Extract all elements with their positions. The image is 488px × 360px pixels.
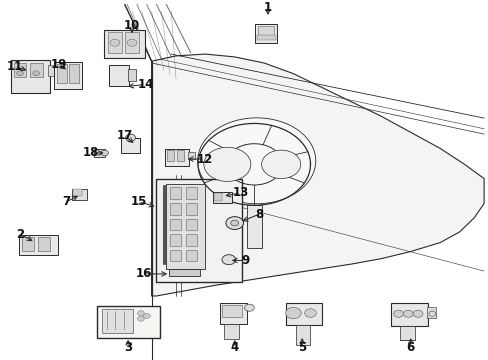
Bar: [258, 26, 274, 36]
Text: 1: 1: [264, 1, 271, 14]
Bar: [187, 152, 194, 159]
Bar: [94, 149, 104, 157]
Circle shape: [17, 71, 23, 76]
Circle shape: [110, 39, 120, 46]
Bar: [185, 188, 196, 199]
Circle shape: [428, 311, 435, 316]
Bar: [185, 250, 196, 261]
Circle shape: [244, 304, 254, 311]
Bar: [170, 203, 181, 215]
Bar: [220, 303, 246, 324]
Text: 16: 16: [136, 267, 152, 280]
Circle shape: [127, 39, 137, 46]
Bar: [390, 303, 427, 326]
Bar: [212, 192, 232, 203]
Text: 18: 18: [82, 147, 99, 159]
Bar: [69, 64, 79, 82]
Circle shape: [33, 71, 40, 76]
Bar: [168, 269, 200, 276]
Bar: [224, 324, 238, 339]
Text: 10: 10: [123, 19, 140, 32]
Circle shape: [137, 311, 144, 315]
Text: 2: 2: [17, 228, 24, 240]
Bar: [102, 310, 133, 333]
Text: 8: 8: [255, 208, 263, 221]
Text: 4: 4: [230, 341, 238, 354]
Bar: [124, 32, 139, 53]
Circle shape: [222, 255, 235, 265]
Bar: [22, 237, 34, 251]
Circle shape: [403, 310, 412, 317]
Bar: [72, 189, 87, 200]
Text: 17: 17: [116, 129, 133, 143]
Circle shape: [101, 150, 108, 156]
Bar: [255, 24, 277, 44]
Bar: [426, 307, 435, 318]
Bar: [48, 66, 54, 76]
Circle shape: [203, 147, 250, 181]
Bar: [246, 205, 261, 248]
Text: 12: 12: [196, 153, 212, 166]
Text: 19: 19: [50, 58, 67, 71]
Circle shape: [412, 310, 422, 317]
Circle shape: [285, 307, 301, 319]
Bar: [170, 188, 181, 199]
Bar: [399, 326, 414, 341]
Polygon shape: [151, 54, 483, 296]
Bar: [185, 219, 196, 230]
Bar: [170, 234, 181, 246]
Bar: [14, 63, 26, 77]
Text: 15: 15: [130, 195, 146, 208]
Bar: [213, 193, 222, 201]
Circle shape: [393, 310, 403, 317]
Bar: [121, 138, 140, 153]
Bar: [285, 303, 322, 325]
Circle shape: [125, 134, 135, 141]
Bar: [222, 305, 241, 317]
Circle shape: [225, 217, 243, 229]
Bar: [19, 235, 58, 255]
Bar: [107, 32, 122, 53]
Bar: [57, 64, 66, 82]
Text: 5: 5: [298, 341, 305, 354]
Text: 13: 13: [232, 186, 248, 199]
Text: 3: 3: [124, 341, 132, 354]
Circle shape: [225, 144, 282, 185]
Bar: [128, 69, 136, 81]
Bar: [97, 306, 160, 338]
Bar: [256, 35, 276, 40]
Bar: [185, 234, 196, 246]
Bar: [166, 184, 205, 269]
Bar: [165, 149, 188, 166]
Bar: [167, 150, 174, 161]
Bar: [156, 179, 242, 282]
Circle shape: [143, 314, 150, 318]
Circle shape: [261, 150, 300, 179]
Bar: [170, 250, 181, 261]
Text: 6: 6: [406, 341, 414, 354]
Bar: [54, 62, 82, 89]
Circle shape: [197, 118, 315, 204]
Bar: [295, 325, 309, 345]
Bar: [108, 65, 129, 86]
Bar: [185, 203, 196, 215]
Text: 9: 9: [241, 254, 249, 267]
Circle shape: [304, 309, 316, 317]
Circle shape: [137, 316, 144, 321]
Bar: [170, 219, 181, 230]
Bar: [11, 60, 50, 93]
Text: 7: 7: [62, 195, 70, 208]
Circle shape: [230, 220, 238, 226]
Bar: [30, 63, 42, 77]
Bar: [38, 237, 50, 251]
Bar: [73, 189, 82, 196]
Text: 14: 14: [137, 78, 154, 91]
Text: 11: 11: [6, 60, 23, 73]
Bar: [103, 30, 145, 58]
Bar: [177, 150, 183, 161]
